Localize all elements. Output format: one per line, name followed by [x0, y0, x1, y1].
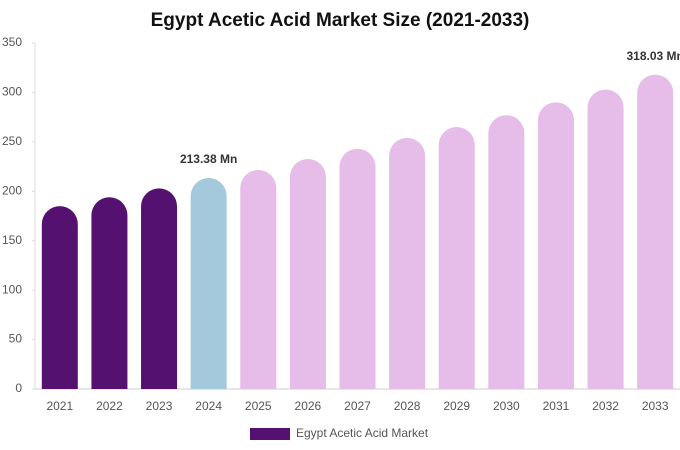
chart-title: Egypt Acetic Acid Market Size (2021-2033…	[151, 10, 530, 31]
bar	[488, 115, 525, 390]
x-tick-label: 2028	[394, 399, 421, 413]
y-tick-label: 100	[2, 282, 22, 296]
bar	[41, 206, 78, 389]
y-tick-label: 250	[2, 134, 22, 148]
y-tick-label: 150	[2, 233, 22, 247]
x-tick-label: 2024	[195, 399, 222, 413]
data-label: 213.38 Mn	[180, 152, 237, 166]
x-tick-label: 2032	[592, 399, 619, 413]
y-tick-label: 200	[2, 183, 22, 197]
bar	[141, 188, 178, 389]
x-tick-label: 2022	[96, 399, 123, 413]
y-tick-label: 0	[15, 381, 22, 395]
x-tick-label: 2021	[46, 399, 73, 413]
bar	[637, 74, 674, 390]
bar	[537, 102, 574, 390]
bar	[389, 137, 426, 389]
bar	[587, 89, 624, 389]
x-tick-label: 2027	[344, 399, 371, 413]
legend-label: Egypt Acetic Acid Market	[296, 426, 429, 440]
x-tick-label: 2025	[245, 399, 272, 413]
bar	[289, 158, 326, 389]
y-tick-label: 350	[2, 35, 22, 49]
y-tick-label: 50	[9, 332, 23, 346]
bar	[240, 170, 277, 389]
legend-swatch	[250, 428, 290, 440]
x-tick-label: 2030	[493, 399, 520, 413]
x-tick-label: 2029	[443, 399, 470, 413]
x-tick-label: 2031	[543, 399, 570, 413]
data-label: 318.03 Mn	[627, 49, 680, 63]
x-tick-label: 2026	[295, 399, 322, 413]
bar	[438, 127, 475, 389]
bar	[339, 148, 376, 389]
bar	[91, 197, 128, 389]
bar	[190, 178, 227, 389]
x-tick-label: 2023	[146, 399, 173, 413]
y-tick-label: 300	[2, 85, 22, 99]
x-tick-label: 2033	[642, 399, 669, 413]
